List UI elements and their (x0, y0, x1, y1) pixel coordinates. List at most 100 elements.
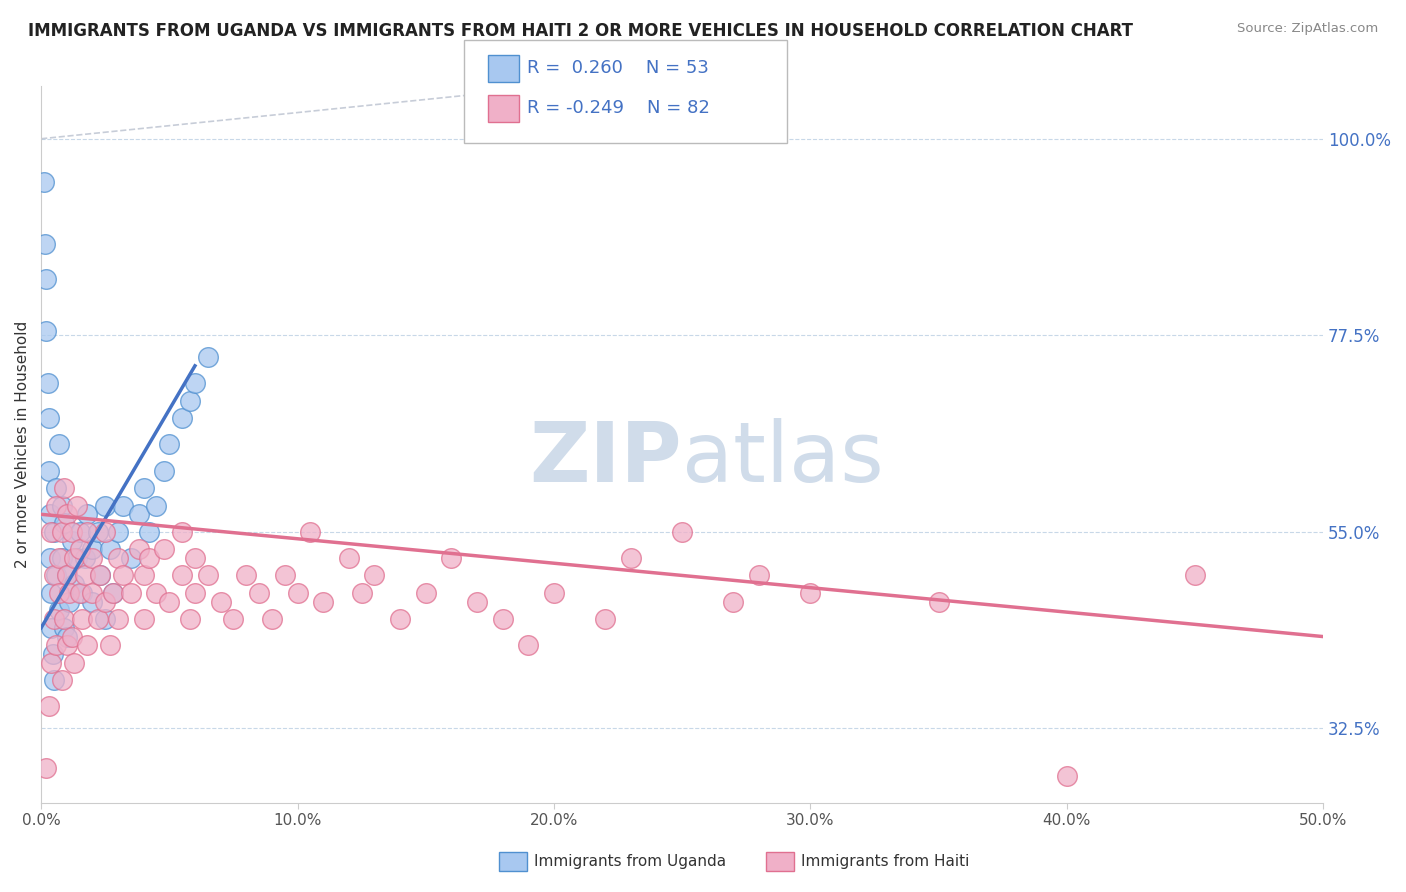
Text: IMMIGRANTS FROM UGANDA VS IMMIGRANTS FROM HAITI 2 OR MORE VEHICLES IN HOUSEHOLD : IMMIGRANTS FROM UGANDA VS IMMIGRANTS FRO… (28, 22, 1133, 40)
Text: Immigrants from Haiti: Immigrants from Haiti (801, 855, 970, 869)
Point (38, 699, 60, 714)
Text: R =  0.260    N = 53: R = 0.260 N = 53 (527, 59, 709, 77)
Point (51, 499, 73, 513)
Point (723, 594, 745, 608)
Point (55, 568, 77, 582)
Point (312, 594, 335, 608)
Point (197, 350, 219, 364)
Point (48, 586, 70, 600)
Point (38, 464, 60, 478)
Point (260, 612, 283, 626)
Point (82, 551, 104, 566)
Text: ZIP: ZIP (530, 418, 682, 500)
Point (1184, 568, 1206, 582)
Point (222, 612, 245, 626)
Point (41, 524, 63, 539)
Point (55, 630, 77, 644)
Point (32, 176, 55, 190)
Point (101, 586, 124, 600)
Text: Source: ZipAtlas.com: Source: ZipAtlas.com (1237, 22, 1378, 36)
Point (209, 594, 232, 608)
Point (363, 568, 385, 582)
Point (55, 638, 77, 652)
Point (41, 647, 63, 661)
Point (45, 481, 67, 495)
Y-axis label: 2 or more Vehicles in Household: 2 or more Vehicles in Household (15, 321, 30, 568)
Point (51, 673, 73, 688)
Point (55, 508, 77, 522)
Point (235, 568, 257, 582)
Point (98, 638, 121, 652)
Point (138, 551, 160, 566)
Point (94, 594, 117, 608)
Point (41, 586, 63, 600)
Point (157, 594, 180, 608)
Point (89, 568, 111, 582)
Point (287, 586, 309, 600)
Point (35, 271, 58, 285)
Point (66, 499, 89, 513)
Text: atlas: atlas (682, 418, 884, 500)
Point (69, 524, 91, 539)
Point (42, 673, 65, 688)
Point (107, 612, 129, 626)
Point (179, 393, 201, 408)
Point (145, 499, 167, 513)
Point (42, 524, 65, 539)
Point (132, 568, 155, 582)
Point (73, 551, 96, 566)
Point (35, 324, 58, 338)
Point (107, 524, 129, 539)
Point (41, 656, 63, 670)
Point (517, 638, 540, 652)
Point (76, 524, 98, 539)
Point (184, 551, 207, 566)
Point (465, 594, 488, 608)
Point (94, 499, 117, 513)
Point (299, 524, 322, 539)
Point (415, 586, 437, 600)
Point (45, 568, 67, 582)
Point (247, 586, 270, 600)
Point (53, 516, 76, 530)
Point (82, 542, 104, 557)
Point (45, 638, 67, 652)
Point (58, 594, 80, 608)
Point (172, 568, 194, 582)
Point (112, 499, 135, 513)
Point (157, 437, 180, 451)
Point (48, 437, 70, 451)
Point (120, 586, 142, 600)
Point (132, 612, 155, 626)
Point (153, 542, 176, 557)
Point (184, 376, 207, 391)
Point (273, 568, 295, 582)
Point (39, 508, 62, 522)
Point (138, 524, 160, 539)
Point (76, 638, 98, 652)
Point (66, 551, 89, 566)
Point (98, 542, 121, 557)
Point (799, 586, 821, 600)
Point (53, 621, 76, 635)
Point (748, 568, 770, 582)
Point (69, 542, 91, 557)
Point (145, 586, 167, 600)
Text: Immigrants from Uganda: Immigrants from Uganda (534, 855, 727, 869)
Point (60, 630, 83, 644)
Point (39, 551, 62, 566)
Point (132, 481, 155, 495)
Point (70, 586, 93, 600)
Point (620, 551, 643, 566)
Point (70, 612, 93, 626)
Point (101, 586, 124, 600)
Point (42, 612, 65, 626)
Point (58, 586, 80, 600)
Point (153, 464, 176, 478)
Point (73, 568, 96, 582)
Point (53, 612, 76, 626)
Point (86, 612, 108, 626)
Point (45, 499, 67, 513)
Point (337, 551, 360, 566)
Point (1056, 769, 1078, 783)
